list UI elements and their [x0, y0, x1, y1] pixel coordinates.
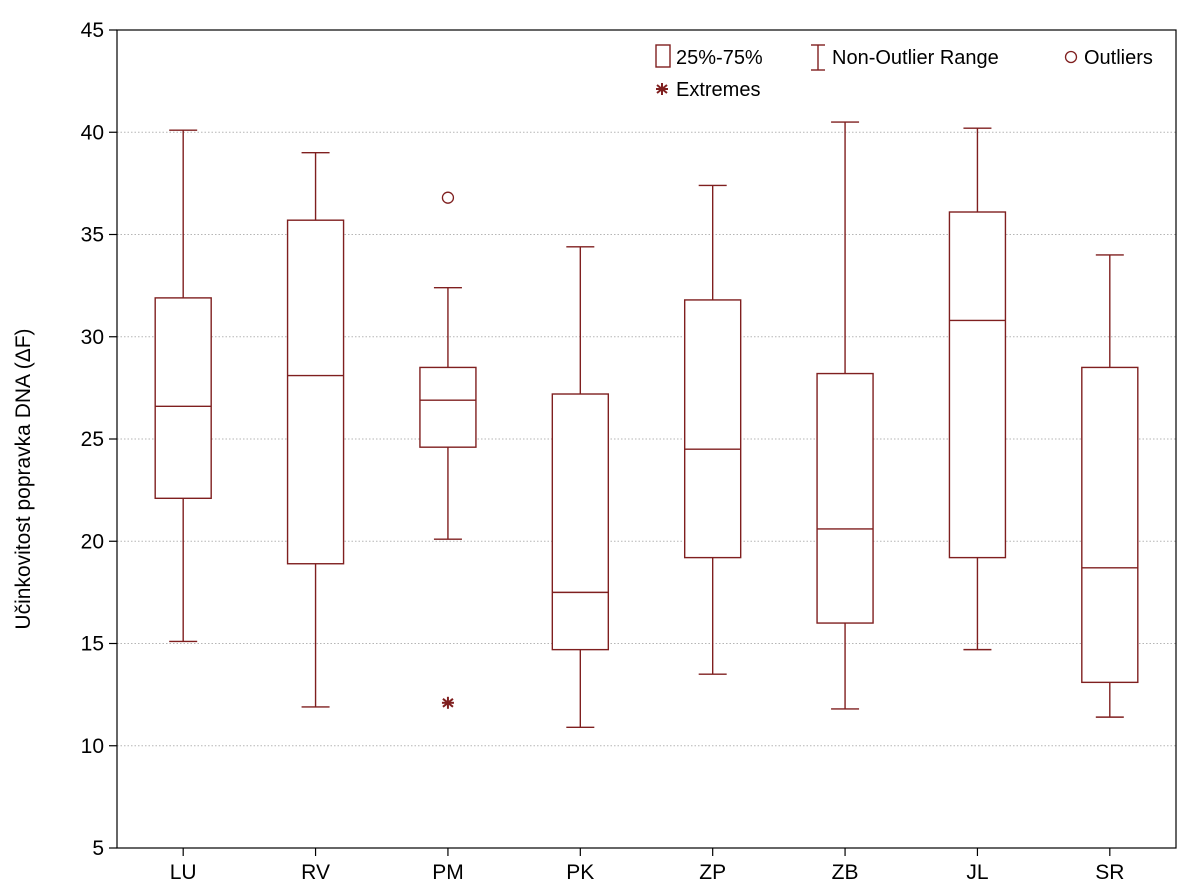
boxes: [154, 121, 1139, 729]
y-tick-label: 10: [81, 735, 104, 758]
box-jl: [948, 127, 1007, 651]
legend-extreme-swatch: [656, 83, 668, 95]
legend-box-label: 25%-75%: [676, 47, 763, 69]
y-axis-label: Učinkovitost popravka DNA (ΔF): [12, 328, 35, 629]
legend-outlier-swatch: [1064, 50, 1078, 64]
box-zp: [683, 184, 742, 675]
iqr-box: [948, 211, 1007, 559]
legend: 25%-75% Non-Outlier Range Outliers Extre…: [655, 44, 1153, 101]
x-tick-label: LU: [170, 861, 197, 884]
x-tick-label: JL: [966, 861, 988, 884]
x-tick-label: SR: [1095, 861, 1124, 884]
extreme-point: [441, 696, 454, 709]
iqr-box: [1081, 366, 1139, 684]
box-rv: [286, 151, 345, 708]
x-tick-label: PK: [566, 861, 594, 884]
legend-outliers-label: Outliers: [1084, 47, 1153, 69]
x-tick-label: PM: [432, 861, 464, 884]
y-tick-label: 5: [92, 837, 104, 860]
legend-whisker-swatch: [811, 44, 825, 71]
iqr-box: [683, 299, 742, 559]
iqr-box: [551, 393, 610, 651]
y-tick-label: 45: [81, 19, 104, 42]
y-tick-label: 40: [81, 121, 104, 144]
iqr-box: [816, 372, 874, 624]
iqr-box: [286, 219, 345, 565]
x-tick-label: RV: [301, 861, 330, 884]
iqr-box: [419, 366, 477, 448]
box-sr: [1081, 254, 1139, 718]
y-tick-label: 20: [81, 530, 104, 553]
outlier-point: [441, 191, 455, 204]
x-tick-label: ZP: [699, 861, 726, 884]
legend-box-swatch: [655, 44, 671, 68]
box-pm: [419, 191, 477, 709]
legend-extremes-label: Extremes: [676, 79, 760, 101]
iqr-box: [154, 297, 212, 500]
axes: 5 10 15 20 25 30 35 40 45 LU RV PM PK ZP ZB JL SR: [81, 19, 1125, 884]
legend-whisker-label: Non-Outlier Range: [832, 47, 999, 69]
x-tick-label: ZB: [832, 861, 859, 884]
grid-lines: [117, 131, 1176, 747]
y-tick-label: 25: [81, 428, 104, 451]
y-tick-label: 30: [81, 326, 104, 349]
y-tick-label: 15: [81, 633, 104, 656]
box-lu: [154, 129, 212, 643]
box-pk: [551, 246, 610, 729]
box-zb: [816, 121, 874, 710]
y-tick-label: 35: [81, 224, 104, 247]
